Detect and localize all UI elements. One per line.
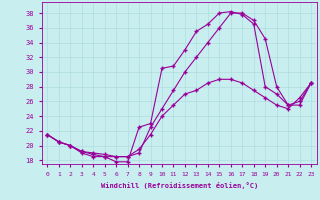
X-axis label: Windchill (Refroidissement éolien,°C): Windchill (Refroidissement éolien,°C) [100, 182, 258, 189]
